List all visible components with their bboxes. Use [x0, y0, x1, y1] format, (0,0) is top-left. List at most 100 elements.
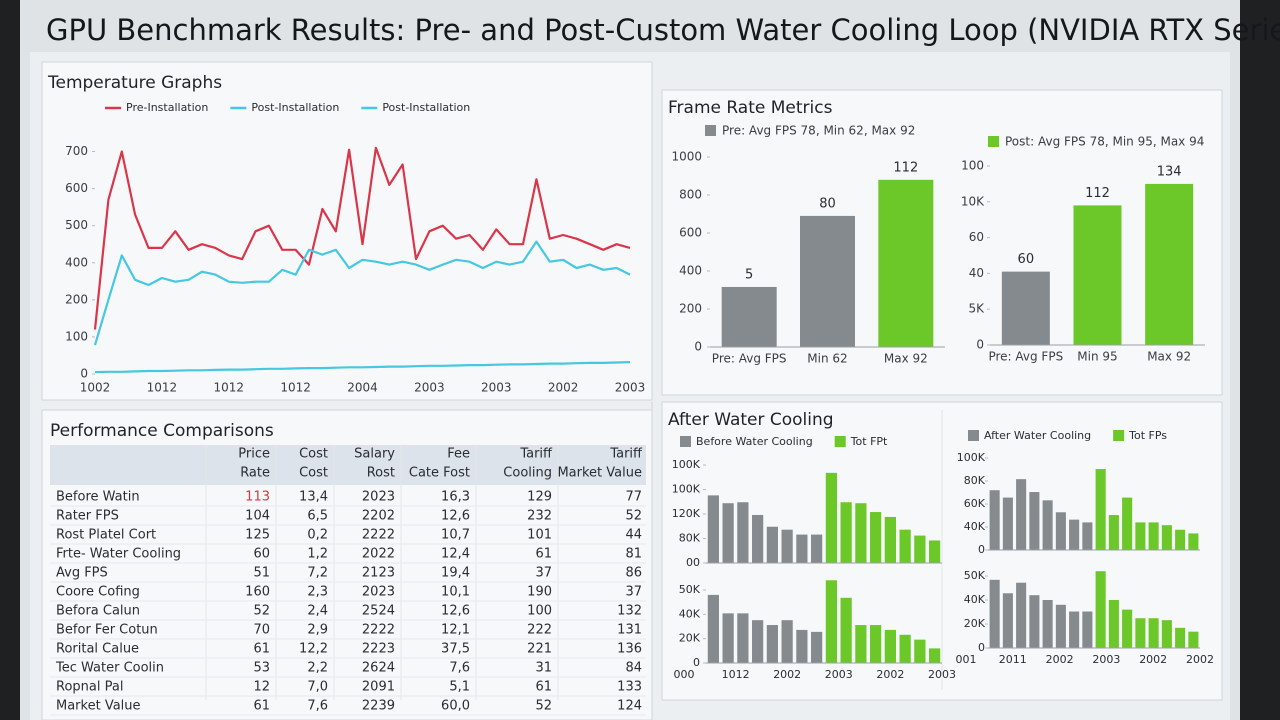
bar: [1161, 620, 1172, 648]
bar: [1188, 631, 1199, 648]
column-header: Tariff: [609, 447, 643, 462]
y-tick-label: 50K: [964, 569, 986, 582]
table-cell: 60,0: [441, 699, 470, 714]
bar: [870, 512, 882, 563]
y-tick-label: 120K: [672, 507, 701, 520]
bar: [1002, 497, 1013, 550]
bar: [1069, 611, 1080, 648]
bar-label: 80: [819, 196, 836, 211]
table-cell: 16,3: [441, 490, 470, 505]
y-tick-label: 0: [693, 656, 700, 669]
bar: [989, 579, 1000, 648]
bar: [1016, 479, 1027, 550]
bar-label: 134: [1157, 164, 1182, 179]
y-tick-label: 20K: [964, 617, 986, 630]
bar: [929, 540, 941, 563]
bar: [722, 613, 734, 663]
table-cell: 12,6: [441, 604, 470, 619]
bar: [811, 631, 823, 663]
bar: [855, 503, 867, 563]
table-cell: 101: [527, 528, 552, 543]
legend-label: Pre: Avg FPS 78, Min 62, Max 92: [722, 124, 915, 138]
legend-label: After Water Cooling: [984, 429, 1091, 442]
table-cell: 2091: [362, 680, 395, 695]
y-tick-label: 20K: [679, 632, 701, 645]
bar: [796, 534, 808, 563]
x-tick-label: 1002: [80, 381, 111, 395]
table-cell: 125: [245, 528, 270, 543]
table-cell: 53: [253, 661, 270, 676]
bar: [878, 179, 934, 347]
table-cell: 60: [253, 547, 270, 562]
column-header: Cate Fost: [409, 466, 470, 481]
row-label: Rorital Calue: [56, 642, 139, 657]
table-cell: 7,2: [307, 566, 328, 581]
bar: [914, 535, 926, 563]
table-cell: 37: [535, 566, 552, 581]
bar: [929, 648, 941, 663]
x-tick-label: 2002: [1139, 653, 1167, 666]
table-cell: 160: [245, 585, 270, 600]
bar: [1016, 582, 1027, 648]
table-cell: 2222: [362, 528, 395, 543]
column-header: Salary: [354, 447, 395, 462]
x-tick-label: Pre: Avg FPS: [988, 350, 1063, 364]
table-cell: 52: [253, 604, 270, 619]
x-tick-label: Max 92: [884, 352, 928, 366]
y-tick-label: 0: [694, 340, 702, 354]
table-cell: 2223: [362, 642, 395, 657]
legend-label: Pre-Installation: [126, 101, 208, 114]
table-cell: 12,4: [441, 547, 470, 562]
bar: [1122, 609, 1133, 648]
column-header: Market Value: [557, 466, 642, 481]
table-cell: 190: [527, 585, 552, 600]
table-cell: 1,2: [307, 547, 328, 562]
table-cell: 31: [535, 661, 552, 676]
table-cell: 12,6: [441, 509, 470, 524]
data-line: [93, 240, 631, 346]
y-tick-label: 100: [961, 159, 984, 173]
chart-title: After Water Cooling: [668, 410, 834, 430]
bar: [1095, 571, 1106, 648]
x-tick-label: 2002: [773, 668, 801, 681]
bar: [752, 514, 764, 563]
x-tick-label: 1012: [722, 668, 750, 681]
bar: [1042, 600, 1053, 648]
row-label: Coore Cofing: [56, 585, 140, 600]
table-cell: 2023: [362, 585, 395, 600]
page-title: GPU Benchmark Results: Pre- and Post-Cus…: [46, 13, 1280, 47]
y-tick-label: 100: [65, 329, 88, 343]
y-tick-label: 100K: [672, 458, 701, 471]
bar: [1029, 492, 1040, 550]
table-cell: 136: [617, 642, 642, 657]
bar: [752, 620, 764, 663]
x-tick-label: 1012: [213, 381, 244, 395]
x-tick-label: 2002: [548, 381, 579, 395]
table-cell: 61: [253, 699, 270, 714]
row-label: Rost Platel Cort: [56, 528, 156, 543]
y-tick-label: 5K: [968, 302, 985, 316]
x-tick-label: 2003: [481, 381, 512, 395]
table-cell: 81: [625, 547, 642, 562]
table-cell: 2222: [362, 623, 395, 638]
x-tick-label: 2003: [615, 381, 646, 395]
bar: [1122, 497, 1133, 550]
bar: [1002, 593, 1013, 648]
table-cell: 2,4: [307, 604, 328, 619]
column-header: Cost: [299, 447, 328, 462]
bar: [1148, 618, 1159, 648]
legend-swatch: [1113, 430, 1125, 441]
legend-label: Tot FPs: [1128, 429, 1167, 442]
column-header: Cost: [299, 466, 328, 481]
bar: [1082, 611, 1093, 648]
row-label: Rater FPS: [56, 509, 119, 524]
table-header-band: [50, 445, 646, 485]
bar: [1055, 604, 1066, 648]
bar: [1108, 515, 1119, 550]
table-cell: 19,4: [441, 566, 470, 581]
legend-label: Post-Installation: [382, 101, 470, 114]
x-tick-label: 1012: [147, 381, 178, 395]
table-cell: 77: [625, 490, 642, 505]
legend-label: Post: Avg FPS 78, Min 95, Max 94: [1005, 135, 1204, 149]
